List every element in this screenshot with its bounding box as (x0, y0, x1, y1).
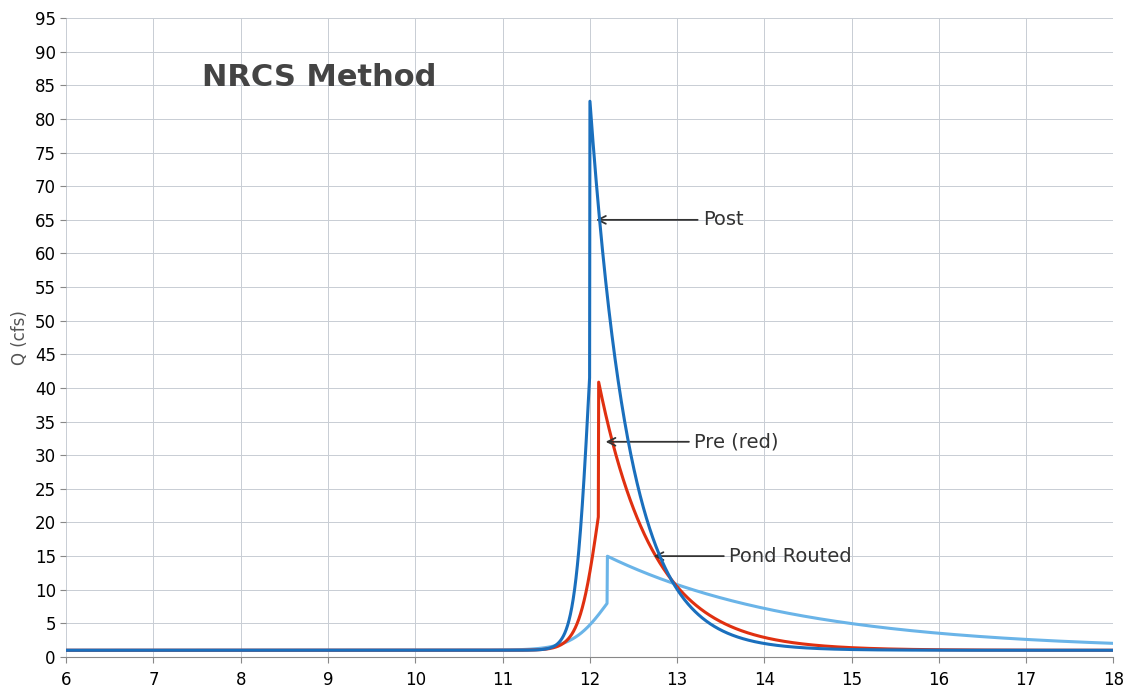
Text: Pre (red): Pre (red) (607, 433, 779, 452)
Text: NRCS Method: NRCS Method (202, 63, 437, 92)
Text: Pond Routed: Pond Routed (656, 547, 852, 566)
Text: Post: Post (598, 211, 743, 230)
Y-axis label: Q (cfs): Q (cfs) (11, 310, 30, 365)
